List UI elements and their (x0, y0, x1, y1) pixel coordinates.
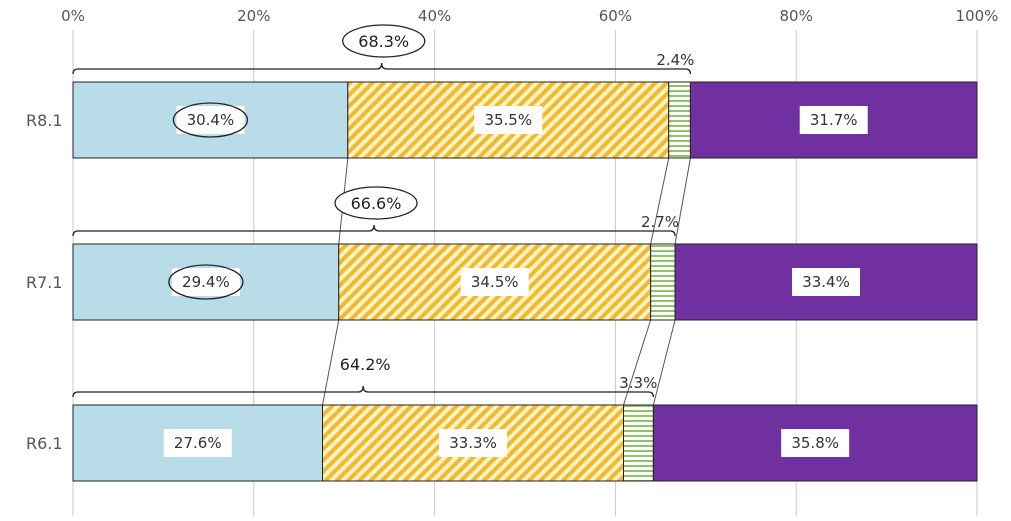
connector-line (623, 319, 652, 406)
data-label: 2.4% (656, 51, 694, 69)
data-label: 29.4% (182, 273, 230, 291)
data-label-bg (176, 106, 245, 134)
data-label: 33.3% (449, 434, 497, 452)
highlight-ellipse (342, 24, 426, 58)
x-tick-label: 80% (780, 7, 813, 25)
brace (72, 62, 692, 75)
data-label-bg (792, 268, 861, 296)
brace-label: 66.6% (351, 194, 402, 213)
brace-annotations: 68.3% 66.6% 64.2% (72, 24, 692, 398)
x-tick-label: 0% (61, 7, 85, 25)
data-label-bg (781, 429, 850, 457)
bar-segment (623, 404, 654, 482)
data-label: 35.5% (484, 111, 532, 129)
data-labels: 30.4% 35.5% 2.4% 31.7% 29.4% 34.5% 2.7% 33.4% 27… (163, 51, 868, 457)
brace-label: 68.3% (358, 32, 409, 51)
data-label: 33.4% (802, 273, 850, 291)
connector-line (652, 319, 676, 406)
data-label: 3.3% (619, 374, 657, 392)
highlight-ellipse (334, 186, 418, 220)
data-label: 35.8% (791, 434, 839, 452)
connector-line (322, 319, 340, 406)
x-tick-label: 20% (237, 7, 270, 25)
data-label: 2.7% (641, 213, 679, 231)
connector-line (650, 157, 670, 245)
category-label: R8.1 (26, 111, 63, 130)
category-label: R6.1 (26, 434, 63, 453)
data-label-bg (474, 106, 543, 134)
category-label: R7.1 (26, 273, 63, 292)
data-label-bg (460, 268, 529, 296)
data-label: 27.6% (174, 434, 222, 452)
brace (72, 224, 676, 237)
bar-segment (650, 243, 676, 321)
brace-label: 64.2% (340, 355, 391, 374)
brace (72, 385, 655, 398)
category-labels: R8.1 R7.1 R6.1 (26, 111, 63, 453)
connector-line (674, 157, 691, 245)
data-label: 30.4% (187, 111, 235, 129)
highlight-ellipse (168, 264, 244, 300)
data-label-bg (171, 268, 240, 296)
x-tick-label: 60% (599, 7, 632, 25)
x-tick-label: 100% (956, 7, 999, 25)
data-label: 31.7% (810, 111, 858, 129)
data-label-bg (163, 429, 232, 457)
bar-segment (668, 81, 691, 159)
highlight-ellipse (172, 102, 249, 138)
data-label-bg (439, 429, 508, 457)
x-axis-ticks: 0% 20% 40% 60% 80% 100% (61, 7, 998, 25)
data-label: 34.5% (471, 273, 519, 291)
x-tick-label: 40% (418, 7, 451, 25)
data-label-bg (799, 106, 868, 134)
